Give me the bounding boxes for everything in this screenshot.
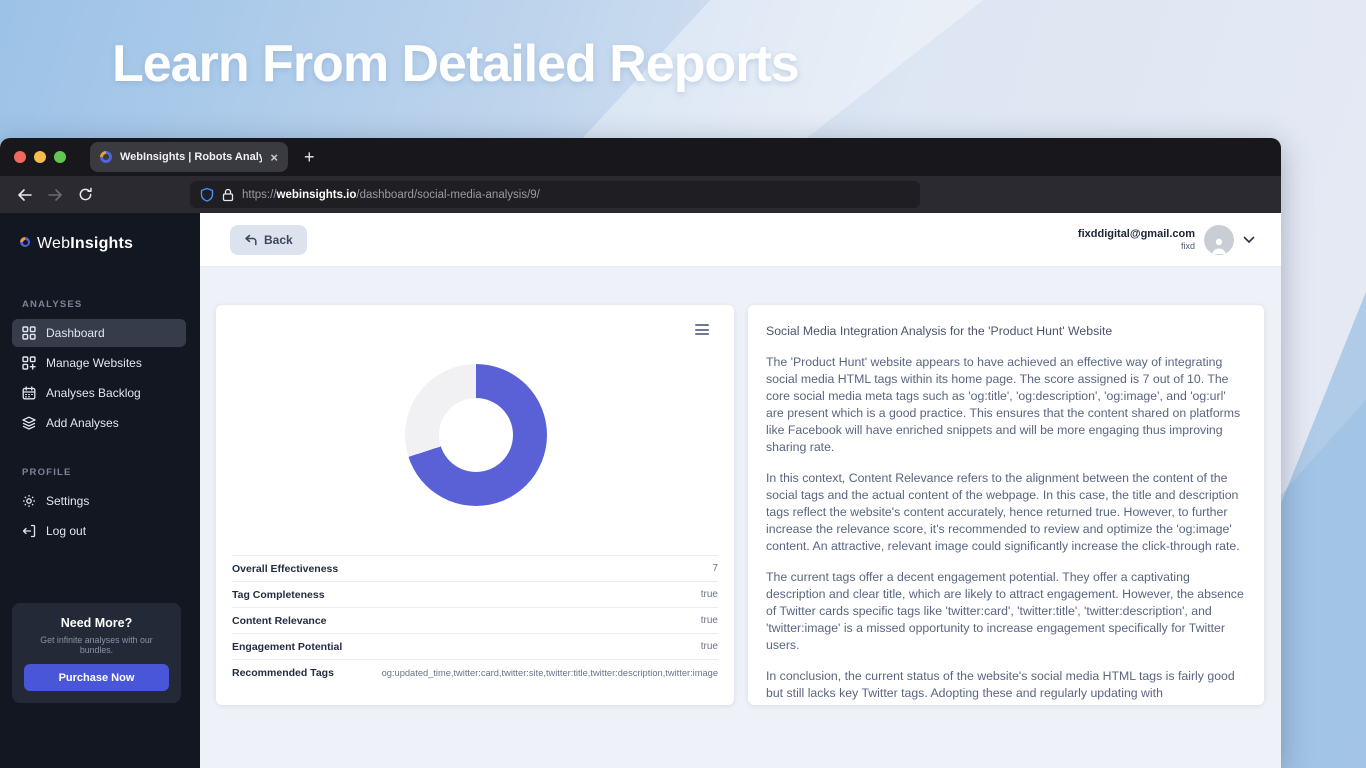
url-text: https://webinsights.io/dashboard/social-… xyxy=(242,188,540,201)
maximize-window-button[interactable] xyxy=(54,151,66,163)
report-paragraph: In conclusion, the current status of the… xyxy=(766,669,1235,705)
sidebar-item-logout[interactable]: Log out xyxy=(12,517,186,545)
new-tab-button[interactable]: + xyxy=(304,146,315,167)
metric-value: true xyxy=(700,615,718,626)
sidebar-item-label: Manage Websites xyxy=(46,356,142,370)
table-row: Overall Effectiveness 7 xyxy=(232,555,718,581)
browser-toolbar: https://webinsights.io/dashboard/social-… xyxy=(0,176,1281,213)
close-window-button[interactable] xyxy=(14,151,26,163)
upsell-card: Need More? Get infinite analyses with ou… xyxy=(12,603,181,703)
hero-title: Learn From Detailed Reports xyxy=(112,35,800,93)
upsell-subtitle: Get infinite analyses with our bundles. xyxy=(40,635,153,655)
close-tab-icon[interactable]: × xyxy=(270,149,278,165)
back-arrow-icon xyxy=(245,234,257,245)
minimize-window-button[interactable] xyxy=(34,151,46,163)
sidebar: WebInsights ANALYSES Dashboard Manage We… xyxy=(0,213,200,768)
effectiveness-donut-chart xyxy=(405,364,547,506)
table-row: Recommended Tags og:updated_time,twitter… xyxy=(232,659,718,685)
report-card: Social Media Integration Analysis for th… xyxy=(748,305,1264,705)
metric-value: og:updated_time,twitter:card,twitter:sit… xyxy=(381,667,718,678)
sidebar-item-label: Log out xyxy=(46,524,87,538)
tab-title: WebInsights | Robots Analyses xyxy=(120,151,263,163)
sidebar-item-label: Settings xyxy=(46,494,90,508)
sidebar-item-label: Dashboard xyxy=(46,326,105,340)
logout-icon xyxy=(22,524,36,538)
sidebar-item-settings[interactable]: Settings xyxy=(12,487,186,515)
window-controls xyxy=(0,151,76,163)
sidebar-item-manage-websites[interactable]: Manage Websites xyxy=(12,349,186,377)
account-username: fixd xyxy=(1180,241,1195,251)
layers-icon xyxy=(22,416,36,430)
report-paragraph: The current tags offer a decent engageme… xyxy=(766,570,1244,652)
brand-ring-icon xyxy=(20,237,30,247)
back-button-label: Back xyxy=(264,232,293,247)
browser-tab-bar: WebInsights | Robots Analyses × + xyxy=(0,138,1281,176)
table-row: Engagement Potential true xyxy=(232,633,718,659)
page-header: Back fixddigital@gmail.com fixd xyxy=(200,213,1281,267)
metric-value: true xyxy=(700,589,718,600)
account-text: fixddigital@gmail.com fixd xyxy=(1078,228,1195,251)
metric-label: Content Relevance xyxy=(232,614,327,627)
card-menu-icon[interactable] xyxy=(695,324,709,338)
brand-name: WebInsights xyxy=(37,235,134,252)
table-row: Tag Completeness true xyxy=(232,581,718,607)
avatar[interactable] xyxy=(1204,224,1234,255)
purchase-now-button[interactable]: Purchase Now xyxy=(24,664,169,691)
sidebar-item-label: Add Analyses xyxy=(46,416,119,430)
calendar-icon xyxy=(22,386,36,400)
url-bar[interactable]: https://webinsights.io/dashboard/social-… xyxy=(190,181,920,208)
gear-icon xyxy=(23,495,35,507)
account-menu[interactable]: fixddigital@gmail.com fixd xyxy=(1078,224,1255,255)
sidebar-item-label: Analyses Backlog xyxy=(46,386,141,400)
upsell-title: Need More? xyxy=(60,616,133,630)
metric-label: Tag Completeness xyxy=(232,588,325,601)
grid-plus-icon xyxy=(22,356,36,370)
browser-tab[interactable]: WebInsights | Robots Analyses × xyxy=(90,142,288,172)
metric-value: true xyxy=(700,641,718,652)
section-label-profile: PROFILE xyxy=(22,467,72,478)
report-paragraph: The 'Product Hunt' website appears to ha… xyxy=(766,355,1241,454)
back-nav-icon[interactable] xyxy=(10,182,40,208)
dashboard-grid-icon xyxy=(22,326,36,340)
table-row: Content Relevance true xyxy=(232,607,718,633)
brand-logo: WebInsights xyxy=(0,213,200,253)
report-paragraph: In this context, Content Relevance refer… xyxy=(766,471,1240,553)
metric-label: Engagement Potential xyxy=(232,640,343,653)
section-label-analyses: ANALYSES xyxy=(22,299,83,310)
sidebar-item-analyses-backlog[interactable]: Analyses Backlog xyxy=(12,379,186,407)
report-title: Social Media Integration Analysis for th… xyxy=(766,324,1113,338)
metric-value: 7 xyxy=(712,563,718,574)
chart-card: Overall Effectiveness 7 Tag Completeness… xyxy=(216,305,734,705)
account-email: fixddigital@gmail.com xyxy=(1077,228,1195,240)
person-icon xyxy=(1212,238,1226,254)
sidebar-item-dashboard[interactable]: Dashboard xyxy=(12,319,186,347)
metric-label: Overall Effectiveness xyxy=(232,562,339,575)
back-button[interactable]: Back xyxy=(230,224,307,255)
lock-icon xyxy=(222,188,234,201)
forward-nav-icon[interactable] xyxy=(40,182,70,208)
chevron-down-icon[interactable] xyxy=(1243,236,1255,244)
sidebar-item-add-analyses[interactable]: Add Analyses xyxy=(12,409,186,437)
browser-window: WebInsights | Robots Analyses × + https:… xyxy=(0,138,1281,768)
site-favicon-icon xyxy=(100,151,112,163)
shield-icon[interactable] xyxy=(200,187,214,202)
metric-label: Recommended Tags xyxy=(232,666,334,679)
metrics-table: Overall Effectiveness 7 Tag Completeness… xyxy=(232,555,718,685)
reload-icon[interactable] xyxy=(70,182,100,208)
